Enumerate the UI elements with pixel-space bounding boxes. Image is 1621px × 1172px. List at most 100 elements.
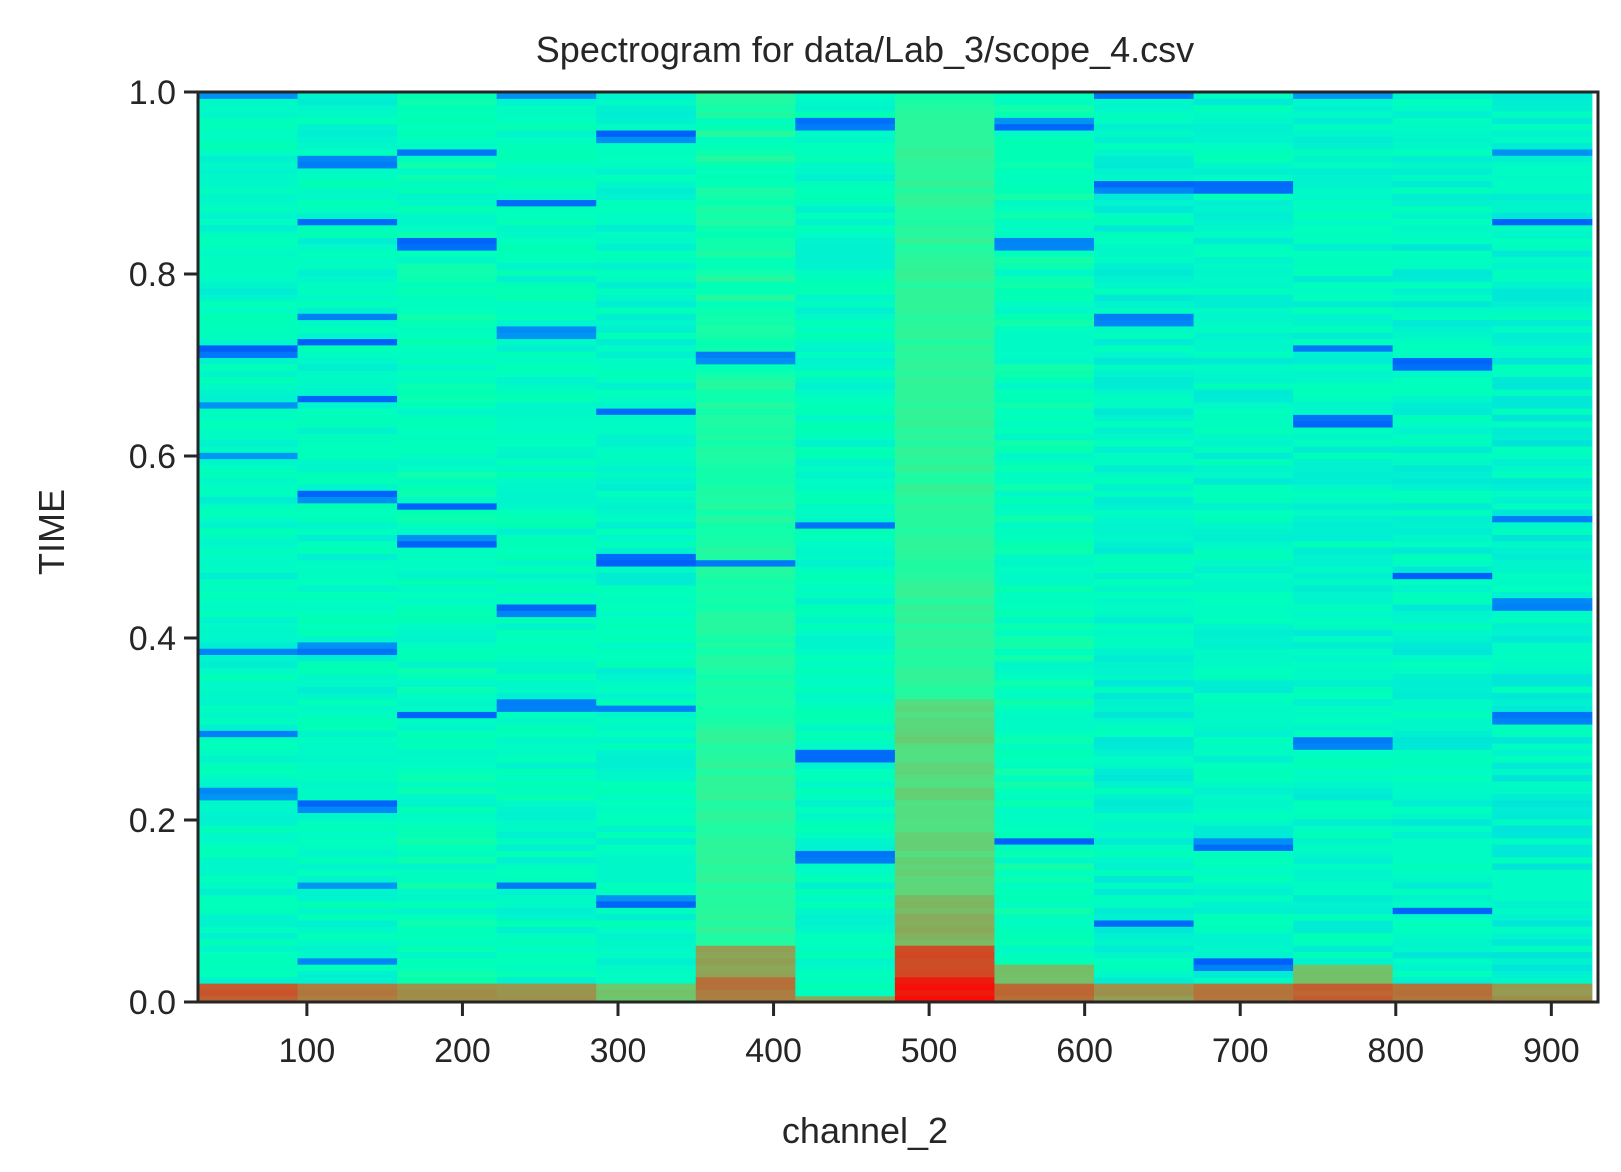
heatmap-cell: [1094, 825, 1195, 832]
heatmap-cell: [695, 521, 796, 529]
heatmap-cell: [397, 534, 498, 542]
heatmap-cell: [397, 667, 498, 674]
heatmap-cell: [795, 900, 896, 908]
heatmap-cell: [894, 875, 996, 883]
heatmap-cell: [198, 129, 299, 137]
heatmap-cell: [397, 92, 498, 99]
heatmap-cell: [1492, 932, 1593, 940]
heatmap-cell: [795, 268, 896, 276]
heatmap-cell: [496, 129, 597, 137]
heatmap-cell: [994, 584, 1095, 592]
heatmap-cell: [795, 332, 896, 340]
heatmap-cell: [198, 610, 299, 618]
heatmap-cell: [198, 995, 299, 1003]
heatmap-cell: [397, 186, 498, 194]
heatmap-cell: [397, 401, 498, 409]
heatmap-cell: [1392, 167, 1493, 175]
heatmap-cell: [894, 363, 996, 371]
heatmap-cell: [198, 951, 299, 959]
heatmap-cell: [894, 995, 996, 1003]
heatmap-cell: [397, 129, 498, 137]
heatmap-cell: [1293, 452, 1394, 460]
heatmap-cell: [397, 799, 498, 807]
heatmap-cell: [397, 869, 498, 877]
heatmap-cell: [1193, 483, 1294, 491]
heatmap-cell: [894, 856, 996, 864]
heatmap-cell: [1392, 268, 1493, 276]
heatmap-cell: [1193, 395, 1294, 403]
plot-frame: [196, 90, 1600, 1004]
y-tick-label: 0.8: [129, 256, 176, 294]
heatmap-cell: [1492, 515, 1593, 523]
heatmap-cell: [695, 578, 796, 586]
heatmap-cell: [297, 717, 398, 725]
heatmap-cell: [596, 578, 697, 586]
heatmap-cell: [1492, 768, 1593, 776]
heatmap-cell: [297, 565, 398, 573]
heatmap-cell: [397, 458, 498, 466]
heatmap-cell: [596, 976, 697, 984]
heatmap-cell: [795, 945, 896, 953]
heatmap-cell: [297, 793, 398, 801]
heatmap-cell: [596, 332, 697, 340]
heatmap-cell: [596, 237, 697, 245]
heatmap-cell: [297, 231, 398, 238]
heatmap-cell: [1392, 825, 1493, 832]
heatmap-cell: [198, 698, 299, 706]
heatmap-cell: [795, 528, 896, 535]
heatmap-cell: [496, 679, 597, 687]
heatmap-cell: [1392, 768, 1493, 776]
heatmap-cell: [1094, 900, 1195, 908]
heatmap-cell: [397, 281, 498, 289]
heatmap-cell: [1293, 231, 1394, 238]
heatmap-cell: [496, 212, 597, 219]
heatmap-cell: [1392, 597, 1493, 605]
heatmap-cell: [1293, 951, 1394, 959]
heatmap-cell: [994, 818, 1095, 826]
heatmap-cell: [894, 148, 996, 156]
heatmap-cell: [1094, 357, 1195, 365]
heatmap-cell: [1492, 825, 1593, 832]
heatmap-cell: [1392, 458, 1493, 466]
heatmap-cell: [1094, 989, 1195, 997]
heatmap-cell: [596, 281, 697, 289]
heatmap-cell: [894, 603, 996, 611]
heatmap-cell: [198, 407, 299, 415]
heatmap-cell: [894, 205, 996, 213]
heatmap-cell: [1392, 174, 1493, 182]
heatmap-cell: [994, 755, 1095, 763]
heatmap-cell: [1392, 749, 1493, 757]
heatmap-cell: [1094, 502, 1195, 510]
heatmap-cell: [795, 749, 896, 757]
heatmap-cell: [795, 704, 896, 712]
heatmap-cell: [695, 932, 796, 940]
heatmap-cell: [596, 749, 697, 757]
heatmap-cell: [894, 445, 996, 453]
heatmap-cell: [1193, 313, 1294, 321]
heatmap-cell: [1392, 812, 1493, 820]
heatmap-cell: [795, 117, 896, 125]
heatmap-cell: [596, 983, 697, 990]
heatmap-cell: [496, 572, 597, 580]
heatmap-cell: [297, 515, 398, 523]
heatmap-cell: [198, 148, 299, 156]
heatmap-cell: [795, 199, 896, 207]
heatmap-cell: [994, 294, 1095, 302]
heatmap-cell: [1094, 426, 1195, 434]
heatmap-cell: [397, 496, 498, 504]
heatmap-cell: [994, 692, 1095, 700]
heatmap-cell: [1492, 319, 1593, 327]
heatmap-cell: [1094, 938, 1195, 946]
heatmap-cell: [1094, 970, 1195, 978]
heatmap-cell: [596, 205, 697, 213]
heatmap-cell: [297, 654, 398, 662]
heatmap-cell: [596, 945, 697, 953]
heatmap-cell: [297, 584, 398, 592]
heatmap-cell: [994, 572, 1095, 580]
heatmap-cell: [795, 325, 896, 333]
heatmap-cell: [1193, 957, 1294, 965]
heatmap-cell: [596, 926, 697, 934]
heatmap-cell: [297, 679, 398, 687]
heatmap-cell: [1094, 597, 1195, 605]
heatmap-cell: [894, 395, 996, 403]
